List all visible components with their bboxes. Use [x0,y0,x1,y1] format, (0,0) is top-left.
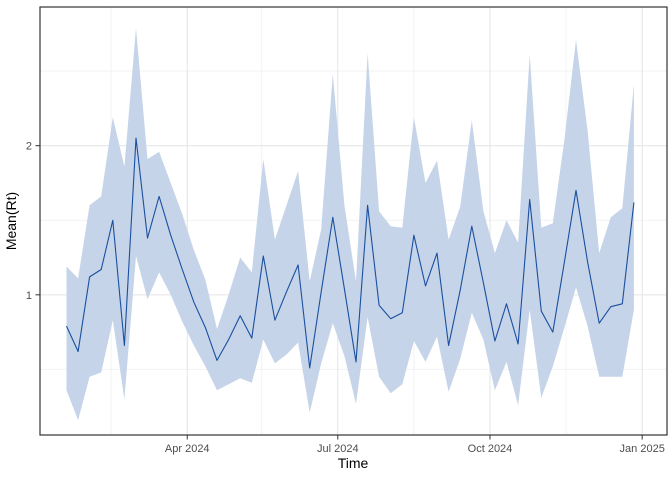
x-tick-label: Oct 2024 [468,443,513,455]
x-tick-label: Apr 2024 [165,443,210,455]
mean-rt-line [65,137,635,369]
x-tick-label: Jul 2024 [317,443,359,455]
x-tick-label: Jan 2025 [620,443,665,455]
y-tick-label: 2 [26,141,32,153]
axis-tick-marks [35,145,643,440]
y-axis-title: Mean(Rt) [3,192,19,250]
y-tick-label: 1 [26,290,32,302]
panel-border [39,6,668,436]
axis-tick-labels: Apr 2024 Jul 2024 Oct 2024 Jan 2025 1 2 [26,141,665,455]
x-axis-title: Time [338,455,369,471]
credible-interval-ribbon [66,27,634,421]
